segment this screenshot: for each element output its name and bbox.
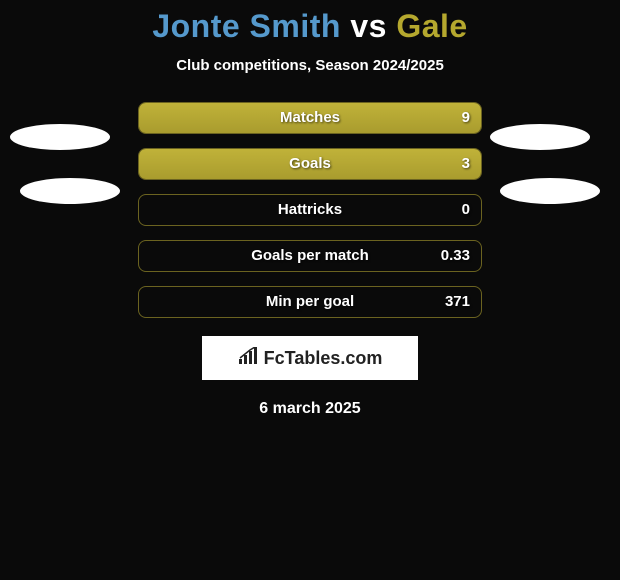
decor-ellipse	[500, 178, 600, 204]
page-title: Jonte Smith vs Gale	[0, 8, 620, 45]
vs-text: vs	[350, 8, 387, 44]
stat-value-right: 0	[462, 194, 470, 226]
decor-ellipse	[490, 124, 590, 150]
decor-ellipse	[10, 124, 110, 150]
bar-fill-right	[139, 103, 481, 133]
stat-value-right: 0.33	[441, 240, 470, 272]
date-label: 6 march 2025	[0, 400, 620, 418]
stat-row: Goals per match0.33	[0, 240, 620, 272]
bar-track	[138, 194, 482, 226]
decor-ellipse	[20, 178, 120, 204]
bar-fill-right	[139, 149, 481, 179]
logo-suffix: Tables.com	[285, 348, 383, 368]
stat-row: Goals3	[0, 148, 620, 180]
logo-box[interactable]: FcTables.com	[202, 336, 418, 380]
chart-container: Jonte Smith vs Gale Club competitions, S…	[0, 0, 620, 580]
stat-value-right: 3	[462, 148, 470, 180]
logo-prefix: Fc	[264, 348, 285, 368]
stat-value-right: 371	[445, 286, 470, 318]
player2-name: Gale	[396, 8, 467, 44]
logo-text: FcTables.com	[264, 348, 383, 369]
stat-value-right: 9	[462, 102, 470, 134]
logo-chart-icon	[238, 347, 260, 370]
stat-row: Min per goal371	[0, 286, 620, 318]
bar-track	[138, 240, 482, 272]
player1-name: Jonte Smith	[152, 8, 341, 44]
bar-track	[138, 148, 482, 180]
subtitle: Club competitions, Season 2024/2025	[0, 57, 620, 74]
bar-track	[138, 102, 482, 134]
bar-track	[138, 286, 482, 318]
